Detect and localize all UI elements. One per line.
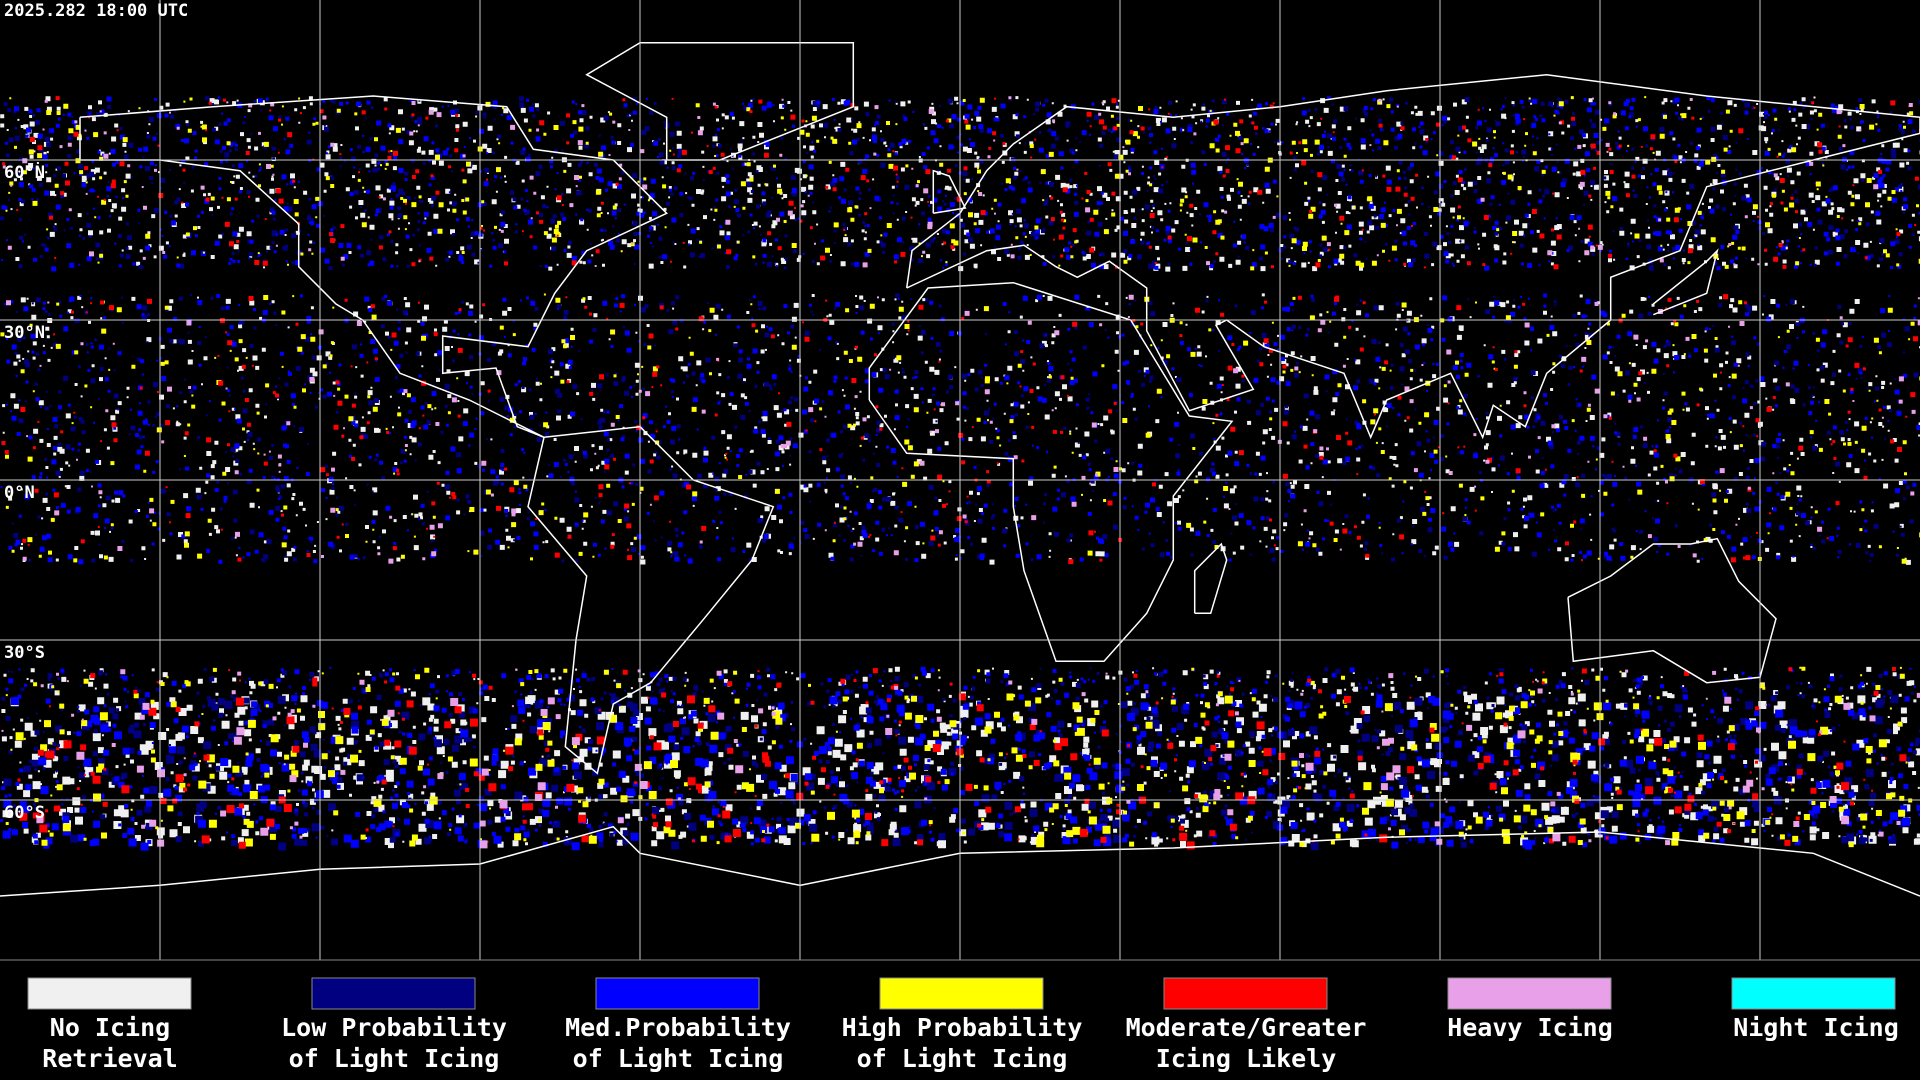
legend-label: Med.Probability (565, 1013, 791, 1042)
lat-label: 60°N (4, 163, 45, 183)
legend-label: No Icing (50, 1013, 170, 1042)
coastline (1193, 542, 1228, 615)
legend-swatch (595, 977, 760, 1010)
coastline (585, 41, 855, 161)
legend-swatch (1731, 977, 1896, 1010)
lat-lon-grid (0, 0, 1920, 960)
coastline (79, 95, 668, 438)
legend-label: of Light Icing (857, 1044, 1068, 1073)
legend-swatch (311, 977, 476, 1010)
legend-label: of Light Icing (289, 1044, 500, 1073)
lat-label: 0°N (4, 483, 35, 503)
legend-label: Retrieval (42, 1044, 177, 1073)
legend-label: High Probability (842, 1013, 1083, 1042)
legend-swatch (1447, 977, 1612, 1010)
legend-label: Night Icing (1733, 1013, 1899, 1042)
lat-label: 60°S (4, 803, 45, 823)
legend-swatch (27, 977, 192, 1010)
legend-label: Icing Likely (1156, 1044, 1337, 1073)
coastline (1652, 248, 1719, 316)
icing-pixels (0, 96, 1920, 849)
coastline (932, 169, 967, 215)
legend-label: Heavy Icing (1447, 1013, 1613, 1042)
icing-pixels (1, 96, 1920, 850)
legend-label: Low Probability (281, 1013, 507, 1042)
legend-label: Moderate/Greater (1126, 1013, 1367, 1042)
coastline (905, 73, 1920, 440)
lat-label: 30°S (4, 643, 45, 663)
lat-label: 30°N (4, 323, 45, 343)
timestamp: 2025.282 18:00 UTC (4, 1, 188, 21)
icing-field (0, 96, 1920, 851)
coastline (1567, 537, 1777, 684)
legend-label: of Light Icing (573, 1044, 784, 1073)
coastline (527, 425, 775, 775)
lat-labels: 60°N 30°N 0°N 30°S 60°S (4, 163, 45, 823)
legend-swatch (1163, 977, 1328, 1010)
legend-swatch (879, 977, 1044, 1010)
coastline (868, 281, 1234, 663)
